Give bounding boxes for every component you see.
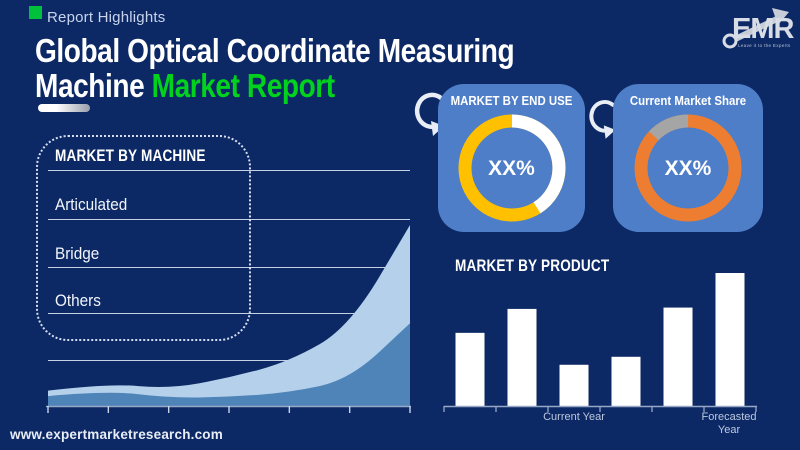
gridline bbox=[48, 266, 410, 268]
bar-axis-label-forecasted-year: Forecasted Year bbox=[701, 411, 757, 436]
machine-item-bridge: Bridge bbox=[55, 244, 100, 263]
end-use-card: MARKET BY END USE XX% bbox=[438, 84, 585, 232]
gridline bbox=[48, 170, 410, 171]
logo-arrowhead-icon bbox=[772, 8, 789, 25]
market-by-product-title: MARKET BY PRODUCT bbox=[455, 256, 610, 275]
donut-slice-secondary-segment bbox=[458, 114, 565, 222]
cycle-arrow-head bbox=[603, 125, 616, 139]
gridline bbox=[48, 218, 410, 220]
logo-tagline: Leave it to the Experts bbox=[738, 43, 791, 48]
bar-3 bbox=[559, 364, 589, 406]
website-link[interactable]: www.expertmarketresearch.com bbox=[10, 427, 223, 442]
product-bar-chart bbox=[443, 273, 757, 412]
cycle-arrow-curve bbox=[414, 92, 444, 130]
area-series-lower-band bbox=[48, 323, 410, 407]
machine-item-articulated: Articulated bbox=[55, 195, 128, 214]
page-title: Global Optical Coordinate Measuring Mach… bbox=[35, 32, 515, 104]
end-use-donut-chart bbox=[458, 114, 565, 222]
cycle-arrow-icon bbox=[589, 99, 616, 139]
bar-6 bbox=[715, 273, 745, 406]
title-green-highlight: Market Report bbox=[151, 67, 336, 104]
green-square-icon bbox=[29, 6, 42, 19]
bar-4 bbox=[611, 356, 641, 406]
emr-logo: EMR Leave it to the Experts bbox=[722, 8, 796, 49]
title-line2: Machine Market Report bbox=[35, 67, 336, 104]
area-series-upper-band bbox=[48, 225, 410, 407]
market-share-donut-value: XX% bbox=[664, 157, 712, 180]
logo-arrow-icon bbox=[727, 15, 781, 45]
gridline bbox=[48, 359, 410, 361]
market-share-card-title: Current Market Share bbox=[629, 93, 747, 108]
logo-ring-icon bbox=[722, 33, 738, 49]
bar-5 bbox=[663, 307, 693, 406]
end-use-donut-value: XX% bbox=[488, 157, 535, 180]
end-use-card-title: MARKET BY END USE bbox=[450, 93, 573, 108]
cycle-arrow-curve bbox=[589, 99, 615, 133]
market-by-machine-panel bbox=[36, 135, 251, 341]
area-chart bbox=[46, 225, 411, 413]
market-by-machine-title: MARKET BY MACHINE bbox=[55, 146, 206, 165]
machine-item-others: Others bbox=[55, 291, 101, 310]
report-highlights-label: Report Highlights bbox=[47, 9, 166, 26]
market-share-card: Current Market Share XX% bbox=[613, 84, 763, 232]
bar-1 bbox=[455, 332, 485, 406]
market-share-donut-chart bbox=[634, 114, 742, 222]
logo-text: EMR bbox=[732, 13, 795, 45]
gridline bbox=[48, 312, 410, 314]
title-underline-bar bbox=[38, 104, 90, 112]
bar-axis-label-current-year: Current Year bbox=[543, 411, 605, 423]
bar-2 bbox=[507, 308, 537, 406]
title-line1: Global Optical Coordinate Measuring bbox=[35, 32, 515, 69]
